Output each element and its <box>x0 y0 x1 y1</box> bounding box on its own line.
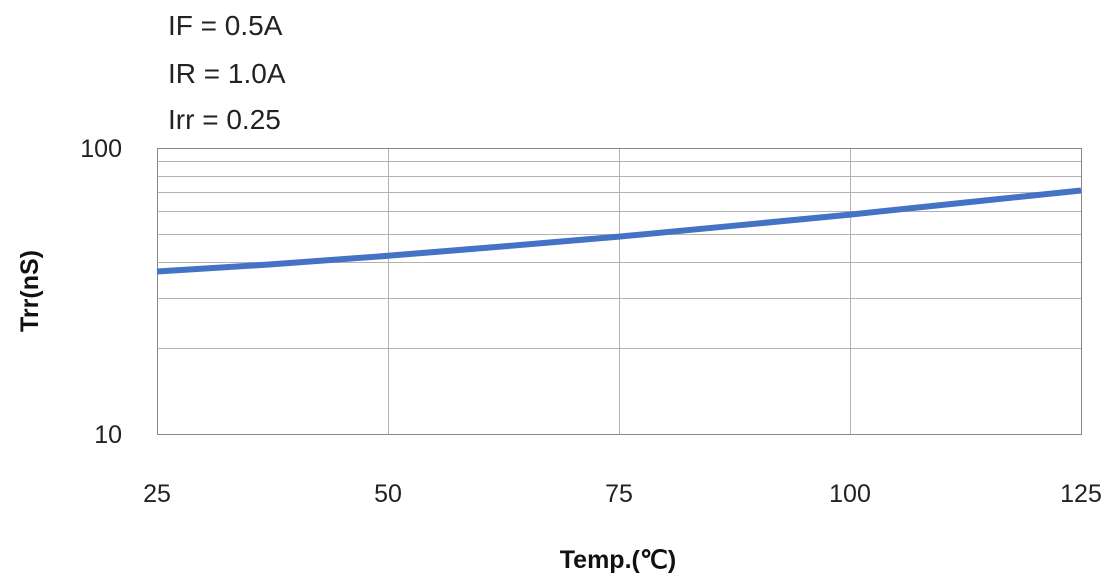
x-tick-label-25: 25 <box>143 480 171 508</box>
x-tick-label-100: 100 <box>829 480 871 508</box>
condition-if: IF = 0.5A <box>168 10 283 41</box>
x-tick-label-125: 125 <box>1060 480 1102 508</box>
x-tick-labels: 25 50 75 100 125 <box>143 480 1102 508</box>
condition-ir: IR = 1.0A <box>168 58 286 89</box>
x-tick-label-50: 50 <box>374 480 402 508</box>
condition-irr: Irr = 0.25 <box>168 104 281 135</box>
x-tick-label-75: 75 <box>605 480 633 508</box>
y-tick-labels: 10 100 <box>80 135 122 449</box>
y-tick-label-100: 100 <box>80 135 122 163</box>
x-axis-title: Temp.(℃) <box>560 546 677 574</box>
series-layer <box>156 187 1082 275</box>
plot-area <box>157 148 1082 435</box>
trr-series-line <box>156 187 1082 275</box>
y-tick-label-10: 10 <box>94 421 122 449</box>
y-axis-title: Trr(nS) <box>16 250 44 332</box>
grid-lines <box>157 148 1082 434</box>
